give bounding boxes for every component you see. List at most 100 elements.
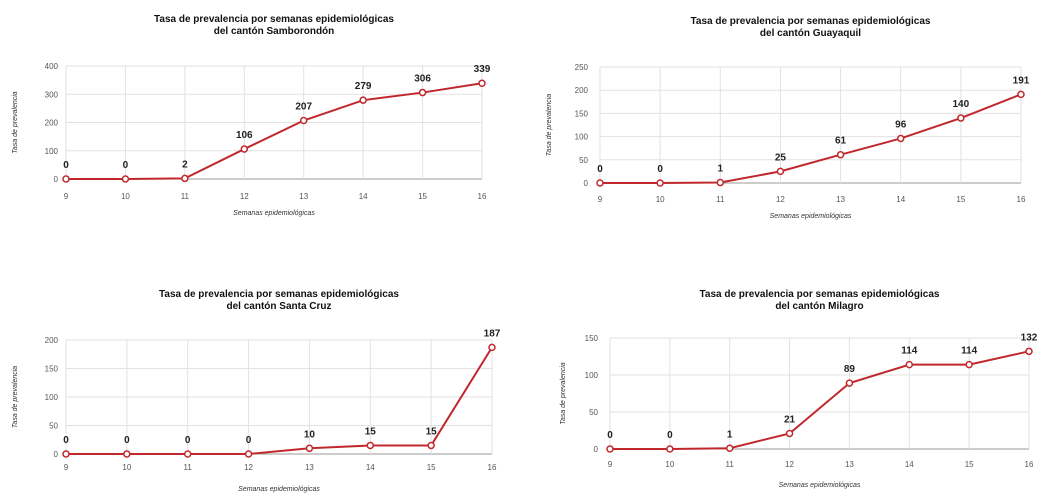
data-label: 140 bbox=[953, 99, 970, 110]
data-label: 114 bbox=[901, 346, 918, 357]
data-label: 191 bbox=[1013, 75, 1030, 86]
chart-title-line: del cantón Santa Cruz bbox=[226, 301, 331, 312]
data-label: 15 bbox=[365, 426, 377, 437]
data-label: 114 bbox=[961, 346, 978, 357]
data-label: 0 bbox=[607, 430, 613, 441]
data-point bbox=[478, 79, 486, 87]
chart-title-line: del cantón Milagro bbox=[775, 301, 863, 312]
data-point bbox=[418, 88, 427, 97]
data-point bbox=[62, 175, 70, 183]
y-tick-label: 100 bbox=[585, 371, 599, 380]
y-tick-label: 200 bbox=[575, 86, 589, 95]
data-point bbox=[305, 444, 314, 453]
data-point bbox=[785, 429, 794, 438]
series-line bbox=[610, 350, 1030, 450]
y-tick-label: 50 bbox=[589, 408, 598, 417]
chart-milagro: Tasa de prevalencia por semanas epidemio… bbox=[560, 289, 1038, 489]
x-tick-label: 16 bbox=[1025, 460, 1034, 469]
y-tick-label: 150 bbox=[45, 365, 59, 374]
series-line bbox=[600, 93, 1022, 184]
data-label: 0 bbox=[123, 160, 129, 171]
data-label: 15 bbox=[426, 426, 438, 437]
data-label: 0 bbox=[63, 435, 69, 446]
data-point bbox=[121, 175, 130, 183]
y-axis-label: Tasa de prevalencia bbox=[560, 362, 567, 425]
data-point bbox=[240, 145, 249, 153]
data-point bbox=[606, 445, 614, 453]
x-tick-label: 15 bbox=[418, 192, 427, 201]
series-line bbox=[66, 346, 493, 455]
data-point bbox=[957, 114, 965, 122]
y-tick-label: 300 bbox=[45, 90, 59, 99]
x-tick-label: 12 bbox=[240, 192, 249, 201]
x-tick-label: 9 bbox=[64, 463, 69, 472]
x-tick-label: 11 bbox=[716, 195, 725, 204]
data-point bbox=[488, 343, 496, 352]
data-label: 0 bbox=[124, 435, 130, 446]
data-point bbox=[716, 178, 725, 187]
x-axis-label: Semanas epidemiológicas bbox=[233, 210, 315, 217]
data-point bbox=[905, 360, 914, 369]
data-point bbox=[123, 450, 131, 458]
x-tick-label: 15 bbox=[427, 463, 436, 472]
x-tick-label: 11 bbox=[726, 460, 735, 469]
data-point bbox=[666, 445, 674, 453]
y-tick-label: 100 bbox=[575, 133, 589, 142]
data-point bbox=[299, 116, 308, 125]
x-tick-label: 10 bbox=[665, 460, 674, 469]
y-tick-label: 200 bbox=[45, 336, 59, 345]
data-label: 106 bbox=[236, 130, 253, 141]
y-tick-label: 150 bbox=[585, 334, 599, 343]
y-tick-label: 0 bbox=[54, 175, 59, 184]
x-tick-label: 16 bbox=[488, 463, 497, 472]
chart-title-line: Tasa de prevalencia por semanas epidemio… bbox=[691, 16, 931, 27]
data-point bbox=[359, 96, 367, 104]
data-point bbox=[656, 179, 664, 187]
x-tick-label: 10 bbox=[122, 463, 131, 472]
data-label: 339 bbox=[474, 64, 491, 75]
x-tick-label: 14 bbox=[896, 195, 905, 204]
y-tick-label: 100 bbox=[45, 393, 59, 402]
data-point bbox=[427, 441, 435, 450]
x-tick-label: 16 bbox=[478, 192, 487, 201]
chart-title-line: Tasa de prevalencia por semanas epidemio… bbox=[700, 289, 940, 300]
y-tick-label: 400 bbox=[45, 62, 59, 71]
y-tick-label: 50 bbox=[49, 422, 58, 431]
y-axis-label: Tasa de prevalencia bbox=[546, 94, 553, 157]
x-tick-label: 10 bbox=[121, 192, 130, 201]
x-axis-label: Semanas epidemiológicas bbox=[238, 486, 320, 493]
y-tick-label: 150 bbox=[575, 109, 589, 118]
data-label: 0 bbox=[63, 160, 69, 171]
chart-santa-cruz: Tasa de prevalencia por semanas epidemio… bbox=[12, 289, 501, 493]
data-label: 187 bbox=[484, 328, 501, 339]
chart-samborondon: Tasa de prevalencia por semanas epidemio… bbox=[12, 14, 491, 217]
x-tick-label: 13 bbox=[305, 463, 314, 472]
x-tick-label: 14 bbox=[359, 192, 368, 201]
x-tick-label: 9 bbox=[608, 460, 613, 469]
data-label: 21 bbox=[784, 414, 796, 425]
x-tick-label: 16 bbox=[1017, 195, 1026, 204]
data-point bbox=[965, 360, 973, 369]
x-axis-label: Semanas epidemiológicas bbox=[770, 213, 852, 220]
data-point bbox=[183, 450, 192, 458]
data-label: 279 bbox=[355, 81, 372, 92]
data-point bbox=[366, 441, 375, 450]
x-tick-label: 14 bbox=[905, 460, 914, 469]
data-label: 89 bbox=[844, 364, 856, 375]
x-tick-label: 13 bbox=[845, 460, 854, 469]
x-tick-label: 15 bbox=[956, 195, 965, 204]
x-tick-label: 12 bbox=[244, 463, 253, 472]
data-point bbox=[596, 179, 604, 187]
x-tick-label: 15 bbox=[965, 460, 974, 469]
x-tick-label: 12 bbox=[776, 195, 785, 204]
data-point bbox=[776, 167, 785, 176]
data-label: 306 bbox=[414, 74, 431, 85]
x-tick-label: 9 bbox=[64, 192, 69, 201]
data-point bbox=[836, 150, 845, 159]
x-tick-label: 10 bbox=[656, 195, 665, 204]
y-tick-label: 100 bbox=[45, 147, 59, 156]
data-label: 96 bbox=[895, 119, 907, 130]
y-axis-label: Tasa de prevalencia bbox=[12, 366, 19, 429]
data-point bbox=[181, 174, 189, 183]
